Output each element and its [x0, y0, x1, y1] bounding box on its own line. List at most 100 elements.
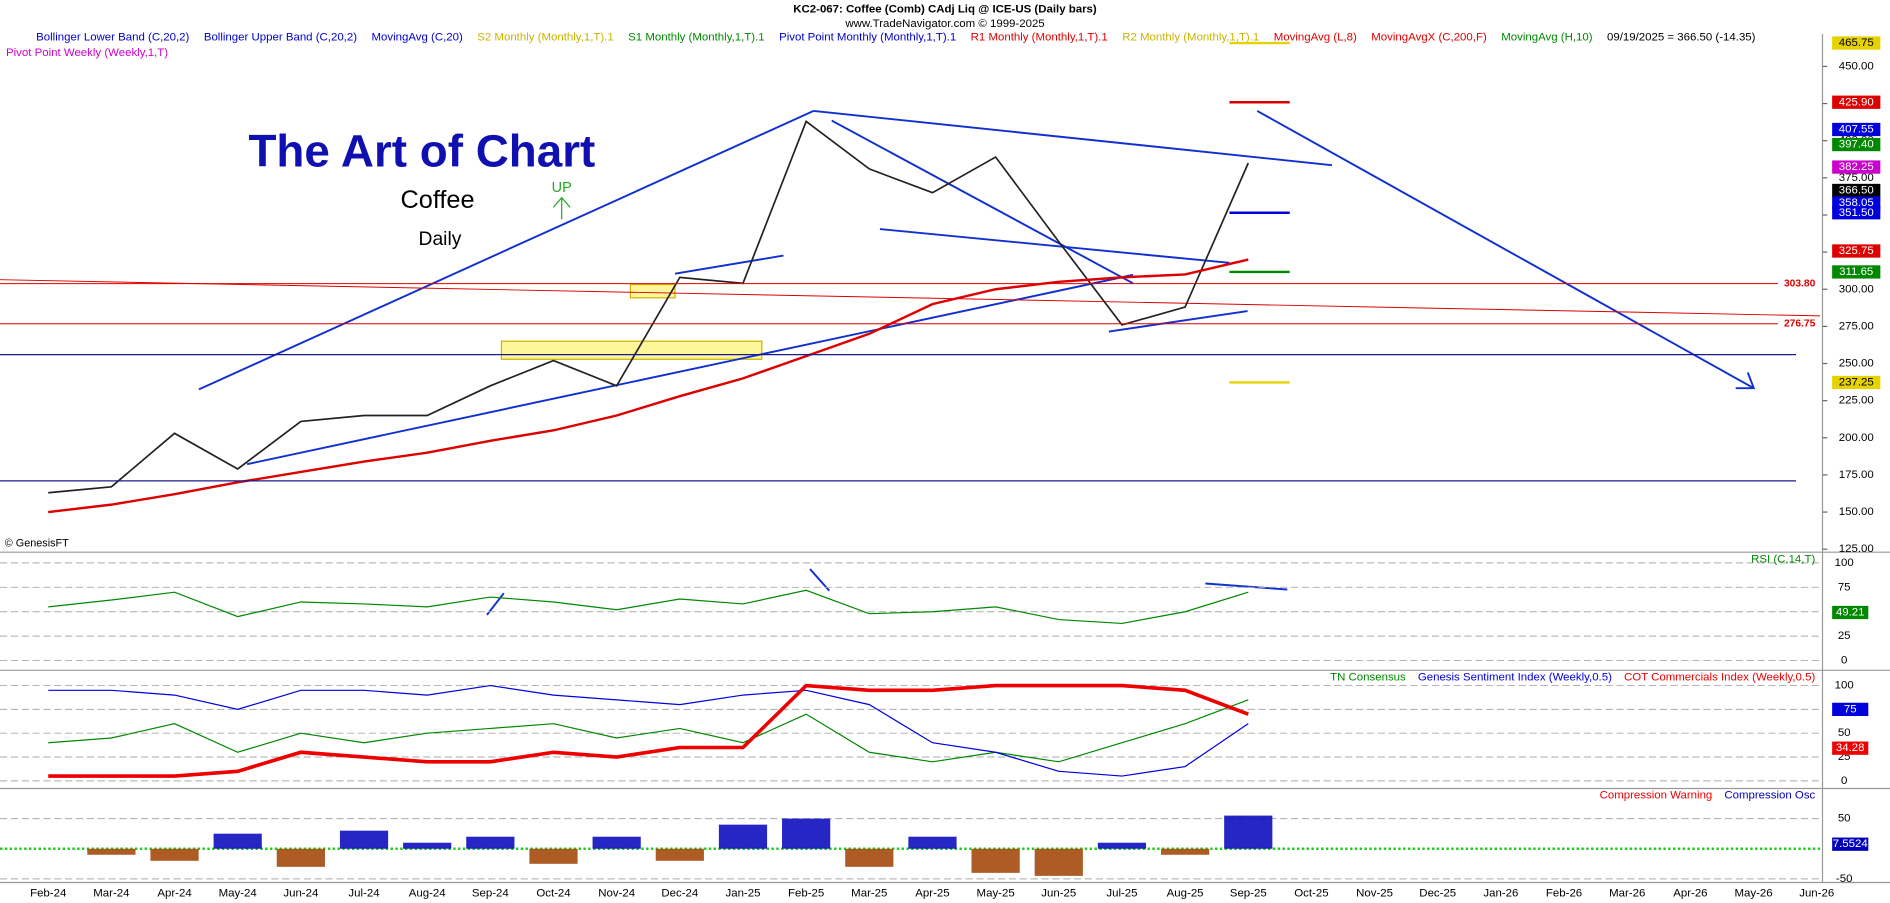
legend-entry: Bollinger Upper Band (C,20,2) [204, 31, 357, 43]
trend-line [879, 228, 1230, 264]
legend-entry: MovingAvg (C,20) [371, 31, 463, 43]
annotation-period: Daily [419, 229, 462, 250]
x-tick-label: Sep-25 [1230, 887, 1267, 899]
x-tick-label: Mar-25 [851, 887, 887, 899]
rsi-trend-line [1205, 582, 1288, 591]
x-tick-label: Jul-24 [348, 887, 380, 899]
y-tick-label: 200.00 [1839, 432, 1874, 444]
y-tick-label: 300.00 [1839, 283, 1874, 295]
price-marker-label: 311.65 [1839, 266, 1873, 278]
x-tick-label: Dec-25 [1419, 887, 1456, 899]
x-tick-label: Jun-24 [283, 887, 319, 899]
price-marker-label: 397.40 [1839, 139, 1874, 151]
last-value-marker [1832, 741, 1869, 755]
y-tick-label: 375.00 [1839, 172, 1874, 184]
last-value-label: 49.21 [1836, 607, 1865, 619]
price-marker-label: 366.50 [1839, 184, 1874, 196]
price-marker [1832, 137, 1881, 152]
x-tick-label: Nov-25 [1356, 887, 1393, 899]
osc-bar [87, 848, 136, 855]
x-tick-label: Apr-24 [157, 887, 192, 899]
legend-entry: TN Consensus [1330, 672, 1406, 684]
price-marker-label: 237.25 [1839, 376, 1874, 388]
header-subtitle: www.TradeNavigator.com © 1999-2025 [844, 18, 1044, 30]
osc-bar [1034, 848, 1083, 876]
x-tick-label: Feb-26 [1546, 887, 1582, 899]
price-marker [1832, 183, 1881, 198]
y-tick-label: 175.00 [1839, 469, 1874, 481]
x-tick-label: Oct-24 [536, 887, 571, 899]
osc-bar [908, 836, 957, 849]
rsi-trend-line [486, 592, 505, 616]
price-marker-label: 465.75 [1839, 37, 1874, 49]
x-tick-label: Oct-25 [1294, 887, 1328, 899]
legend-entry: R1 Monthly (Monthly,1,T).1 [971, 31, 1108, 43]
credit: © GenesisFT [5, 538, 69, 550]
legend-entry: MovingAvg (L,8) [1274, 31, 1357, 43]
osc-bar [782, 818, 831, 849]
osc-bar [718, 824, 768, 849]
y-tick-label: 150.00 [1839, 506, 1874, 518]
legend-entry: Compression Warning [1600, 790, 1713, 802]
trend-lines [198, 109, 1756, 616]
zone-box [629, 283, 676, 299]
y-tick-label: 250.00 [1839, 358, 1874, 370]
x-tick-label: Sep-24 [472, 887, 510, 899]
legend-entry: Bollinger Lower Band (C,20,2) [36, 31, 189, 43]
x-tick-label: Mar-26 [1609, 887, 1645, 899]
trend-line [246, 273, 1134, 466]
level-label: 303.80 [1784, 278, 1816, 289]
annotation-subtitle: Coffee [401, 186, 475, 214]
y-tick-label: 100 [1835, 680, 1854, 692]
x-tick-label: May-26 [1734, 887, 1772, 899]
price-marker-label: 351.50 [1839, 207, 1874, 219]
y-tick-label: 125.00 [1839, 543, 1874, 555]
y-tick-label: 450.00 [1839, 60, 1874, 72]
header-title: KC2-067: Coffee (Comb) CAdj Liq @ ICE-US… [793, 4, 1097, 16]
y-tick-label: 0 [1841, 655, 1847, 667]
price-marker [1832, 244, 1881, 258]
x-tick-label: Jan-25 [725, 887, 760, 899]
osc-bar [845, 848, 894, 867]
x-tick-label: Jun-25 [1041, 887, 1076, 899]
price-marker [1832, 375, 1881, 390]
legend-entry: COT Commercials Index (Weekly,0.5) [1624, 672, 1815, 684]
price-marker [1832, 36, 1881, 50]
price-marker-label: 407.55 [1839, 124, 1874, 136]
annotation-title: The Art of Chart [248, 125, 595, 176]
x-tick-label: May-24 [219, 887, 258, 899]
osc-bar [466, 836, 515, 849]
osc-bar [529, 848, 578, 864]
osc-bar [971, 848, 1020, 873]
last-value-marker [1832, 837, 1869, 851]
zone-box [500, 340, 763, 360]
legend-entry: Pivot Point Monthly (Monthly,1,T).1 [779, 31, 956, 43]
x-tick-label: May-25 [977, 887, 1015, 899]
legend-entry: Genesis Sentiment Index (Weekly,0.5) [1418, 672, 1612, 684]
last-value-label: 7.5524 [1833, 838, 1869, 850]
annotation-signal: UP [552, 180, 572, 196]
last-value-label: 75 [1844, 703, 1857, 715]
price-marker [1832, 206, 1881, 220]
x-tick-label: Dec-24 [661, 887, 699, 899]
legend-entry: MovingAvgX (C,200,F) [1371, 31, 1487, 43]
trend-line [1256, 110, 1755, 390]
x-tick-label: Jul-25 [1106, 887, 1137, 899]
osc-bar [655, 848, 704, 861]
osc-bar [276, 848, 325, 867]
x-tick-label: Mar-24 [93, 887, 130, 899]
y-tick-label: -50 [1836, 873, 1853, 885]
osc-bar [213, 833, 262, 849]
price-marker [1832, 95, 1881, 109]
x-tick-label: Feb-24 [30, 887, 67, 899]
x-tick-label: Nov-24 [598, 887, 636, 899]
osc-bar [1097, 842, 1147, 849]
osc-bar [592, 836, 641, 849]
legend-entry: S2 Monthly (Monthly,1,T).1 [477, 31, 613, 43]
y-tick-label: 25 [1838, 630, 1851, 642]
y-tick-label: 0 [1841, 775, 1847, 787]
trend-line [831, 119, 1134, 285]
level-label: 276.75 [1784, 318, 1816, 329]
